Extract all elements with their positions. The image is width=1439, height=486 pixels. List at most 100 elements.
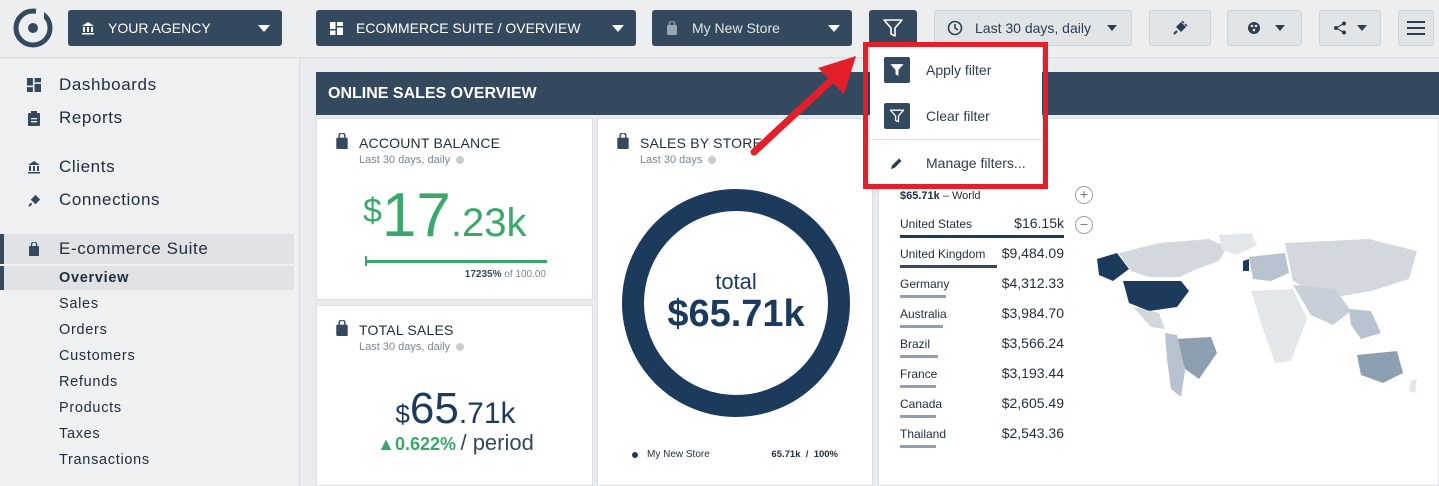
map-region-middle-east-asia[interactable]: [1293, 285, 1351, 325]
apply-filter-item[interactable]: Apply filter: [870, 50, 1042, 90]
sidebar-subitem-products[interactable]: Products: [0, 396, 294, 420]
country-name: Germany: [900, 277, 950, 291]
sidebar-subitem-label: Customers: [59, 348, 136, 364]
sidebar-item-label: Clients: [59, 157, 116, 176]
store-donut-chart[interactable]: [620, 187, 852, 419]
map-region-russia-asia[interactable]: [1285, 239, 1417, 299]
filter-icon: [883, 19, 903, 37]
country-row[interactable]: Thailand $2,543.36: [900, 425, 1066, 451]
map-region-europe[interactable]: [1249, 253, 1289, 281]
map-region-south-america[interactable]: [1165, 333, 1185, 397]
sidebar: Dashboards Reports Clients Connections E…: [0, 59, 300, 486]
total-sales-card: TOTAL SALES Last 30 days, daily $65.71k …: [316, 305, 593, 486]
card-subtitle: Last 30 days, daily: [359, 154, 465, 166]
sidebar-subitem-overview[interactable]: Overview: [0, 266, 294, 290]
date-range-select[interactable]: Last 30 days, daily: [934, 10, 1132, 46]
chevron-down-icon: [258, 24, 270, 32]
country-row[interactable]: Australia $3,984.70: [900, 305, 1066, 331]
sidebar-item-dashboards[interactable]: Dashboards: [0, 70, 294, 100]
country-row[interactable]: Brazil $3,566.24: [900, 335, 1066, 361]
map-region-united-states[interactable]: [1123, 281, 1189, 311]
zoom-out-button[interactable]: −: [1075, 216, 1093, 234]
country-value: $2,543.36: [1001, 425, 1064, 441]
annotation-arrow: [750, 56, 856, 156]
clear-filter-item[interactable]: Clear filter: [870, 96, 1042, 136]
country-row[interactable]: United States $16.15k: [900, 215, 1066, 241]
sidebar-subitem-orders[interactable]: Orders: [0, 318, 294, 342]
country-row[interactable]: Canada $2,605.49: [900, 395, 1066, 421]
sidebar-subitem-label: Refunds: [59, 374, 118, 390]
sidebar-subitem-label: Transactions: [59, 452, 150, 468]
country-share-bar: [900, 265, 997, 268]
sidebar-subitem-customers[interactable]: Customers: [0, 344, 294, 368]
agency-select[interactable]: YOUR AGENCY: [68, 10, 282, 46]
map-region-new-zealand[interactable]: [1409, 379, 1417, 393]
world-map[interactable]: [1089, 229, 1429, 409]
card-subtitle: Last 30 days, daily: [359, 341, 465, 353]
share-icon: [1334, 21, 1346, 35]
country-name: Brazil: [900, 337, 931, 351]
country-value: $3,984.70: [1001, 305, 1064, 321]
map-region-mexico[interactable]: [1133, 307, 1165, 329]
card-subtitle-text: Last 30 days, daily: [359, 154, 451, 166]
country-row[interactable]: France $3,193.44: [900, 365, 1066, 391]
menu-divider: [870, 139, 1042, 140]
balance-value: $17.23k: [363, 185, 527, 247]
sidebar-item-connections[interactable]: Connections: [0, 185, 294, 215]
map-region-united-kingdom[interactable]: [1243, 259, 1249, 271]
sidebar-subitem-refunds[interactable]: Refunds: [0, 370, 294, 394]
main-menu-button[interactable]: [1398, 10, 1434, 46]
info-icon[interactable]: [456, 343, 465, 352]
map-region-southeast-asia[interactable]: [1349, 309, 1381, 339]
info-icon[interactable]: [708, 156, 717, 165]
sidebar-item-ecommerce-suite[interactable]: E-commerce Suite: [0, 234, 294, 264]
chevron-down-icon: [612, 24, 624, 32]
pencil-icon: [891, 158, 902, 169]
map-region-alaska[interactable]: [1097, 253, 1129, 281]
map-region-greenland[interactable]: [1219, 233, 1257, 255]
sidebar-item-label: Connections: [59, 190, 161, 209]
country-share-bar: [900, 415, 936, 418]
dashboard-label: ECOMMERCE SUITE / OVERVIEW: [356, 20, 581, 36]
chevron-down-icon: [1357, 25, 1367, 31]
manage-filters-item[interactable]: Manage filters...: [870, 143, 1042, 183]
share-menu-button[interactable]: [1319, 10, 1381, 46]
map-region-brazil[interactable]: [1175, 337, 1217, 379]
sidebar-subitem-sales[interactable]: Sales: [0, 292, 294, 316]
map-region-canada[interactable]: [1119, 239, 1227, 277]
sidebar-item-reports[interactable]: Reports: [0, 103, 294, 133]
balance-progress-of: of 100.00: [504, 269, 546, 280]
card-title: ACCOUNT BALANCE: [359, 135, 501, 151]
top-bar: YOUR AGENCY ECOMMERCE SUITE / OVERVIEW M…: [0, 0, 1439, 58]
country-value: $3,193.44: [1001, 365, 1064, 381]
country-row[interactable]: Germany $4,312.33: [900, 275, 1066, 301]
country-share-bar: [900, 325, 943, 328]
connections-button[interactable]: [1149, 10, 1211, 46]
sidebar-subitem-transactions[interactable]: Transactions: [0, 448, 294, 472]
card-subtitle: Last 30 days: [640, 154, 717, 166]
app-logo[interactable]: [12, 7, 54, 49]
sidebar-subitem-taxes[interactable]: Taxes: [0, 422, 294, 446]
shopping-bag-icon: [336, 320, 348, 336]
zoom-in-button[interactable]: +: [1075, 186, 1093, 204]
map-region-africa[interactable]: [1251, 289, 1307, 363]
dashboard-select[interactable]: ECOMMERCE SUITE / OVERVIEW: [316, 10, 636, 46]
total-sales-value: $65.71k: [317, 384, 594, 434]
country-value: $2,605.49: [1001, 395, 1064, 411]
filter-button[interactable]: [869, 10, 917, 46]
store-select[interactable]: My New Store: [652, 10, 852, 46]
donut-legend-item[interactable]: My New Store: [632, 449, 710, 460]
info-icon[interactable]: [456, 156, 465, 165]
country-name: United Kingdom: [900, 247, 986, 261]
donut-slice-my-new-store[interactable]: [622, 189, 850, 417]
shopping-bag-icon: [336, 133, 348, 149]
chevron-down-icon: [828, 24, 840, 32]
map-region-australia[interactable]: [1357, 351, 1403, 383]
chevron-down-icon: [1107, 25, 1117, 31]
country-row[interactable]: United Kingdom $9,484.09: [900, 245, 1066, 271]
theme-menu-button[interactable]: [1227, 10, 1302, 46]
total-sales-value-dec: .71k: [458, 397, 516, 430]
card-subtitle-text: Last 30 days, daily: [359, 341, 451, 353]
sidebar-item-clients[interactable]: Clients: [0, 152, 294, 182]
sidebar-item-label: E-commerce Suite: [59, 239, 209, 258]
